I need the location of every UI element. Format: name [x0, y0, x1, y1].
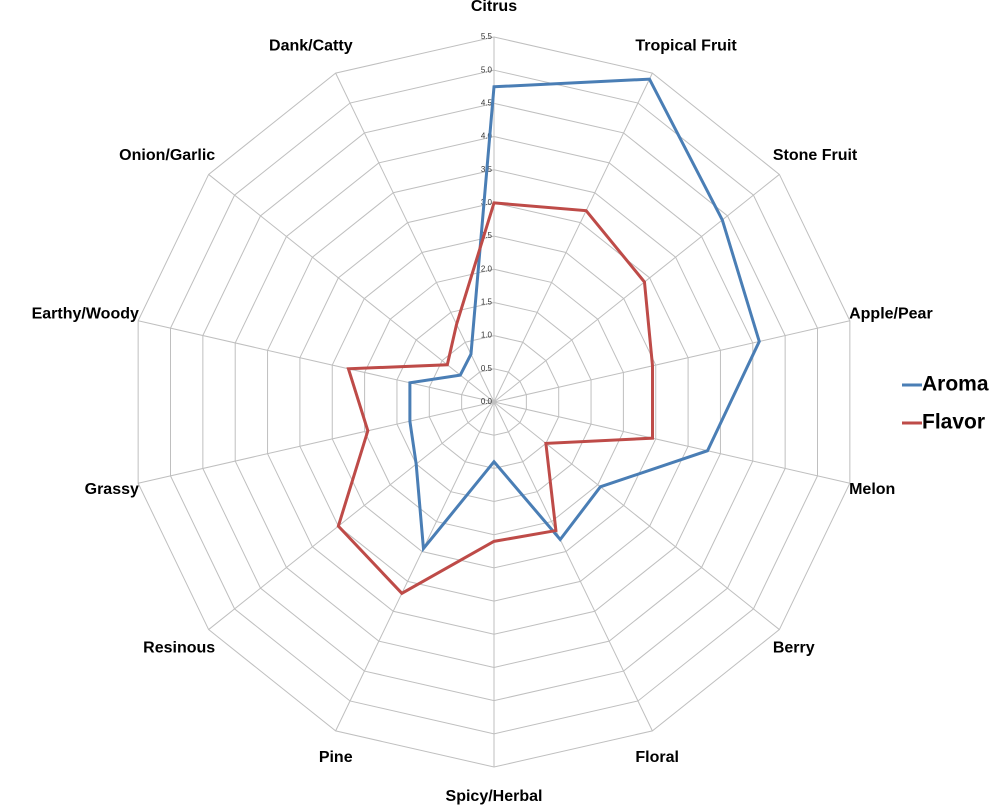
spoke [335, 72, 495, 403]
tick-label: 4.0 [481, 132, 493, 141]
category-label: Apple/Pear [849, 305, 933, 322]
category-label: Onion/Garlic [119, 147, 215, 164]
tick-label: 5.0 [481, 65, 493, 74]
spoke [493, 401, 780, 630]
tick-label: 2.5 [481, 231, 493, 240]
spoke [493, 401, 653, 732]
legend-label: Flavor [922, 411, 985, 434]
category-label: Tropical Fruit [635, 37, 737, 54]
tick-label: 1.5 [481, 298, 493, 307]
category-label: Earthy/Woody [32, 305, 139, 322]
series-line [408, 77, 761, 553]
tick-label: 4.5 [481, 98, 493, 107]
tick-label: 5.5 [481, 32, 493, 41]
spoke [493, 401, 850, 484]
category-label: Grassy [85, 481, 139, 498]
legend-label: Aroma [922, 373, 989, 396]
tick-label: 0.0 [481, 397, 493, 406]
category-label: Floral [635, 749, 679, 766]
tick-label: 3.0 [481, 198, 493, 207]
spoke [138, 320, 495, 403]
category-label: Berry [773, 639, 815, 656]
category-label: Citrus [471, 0, 517, 15]
category-label: Stone Fruit [773, 147, 858, 164]
tick-label: 2.0 [481, 264, 493, 273]
tick-label: 0.5 [481, 364, 493, 373]
spoke [208, 401, 495, 630]
spoke [493, 174, 780, 403]
spoke [493, 320, 850, 403]
series-line [336, 201, 655, 596]
category-label: Pine [319, 749, 353, 766]
spoke [138, 401, 495, 484]
category-label: Spicy/Herbal [446, 788, 543, 805]
spoke [335, 401, 495, 732]
category-label: Dank/Catty [269, 37, 353, 54]
spoke [493, 72, 653, 403]
category-label: Melon [849, 481, 895, 498]
category-label: Resinous [143, 639, 215, 656]
tick-label: 1.0 [481, 331, 493, 340]
